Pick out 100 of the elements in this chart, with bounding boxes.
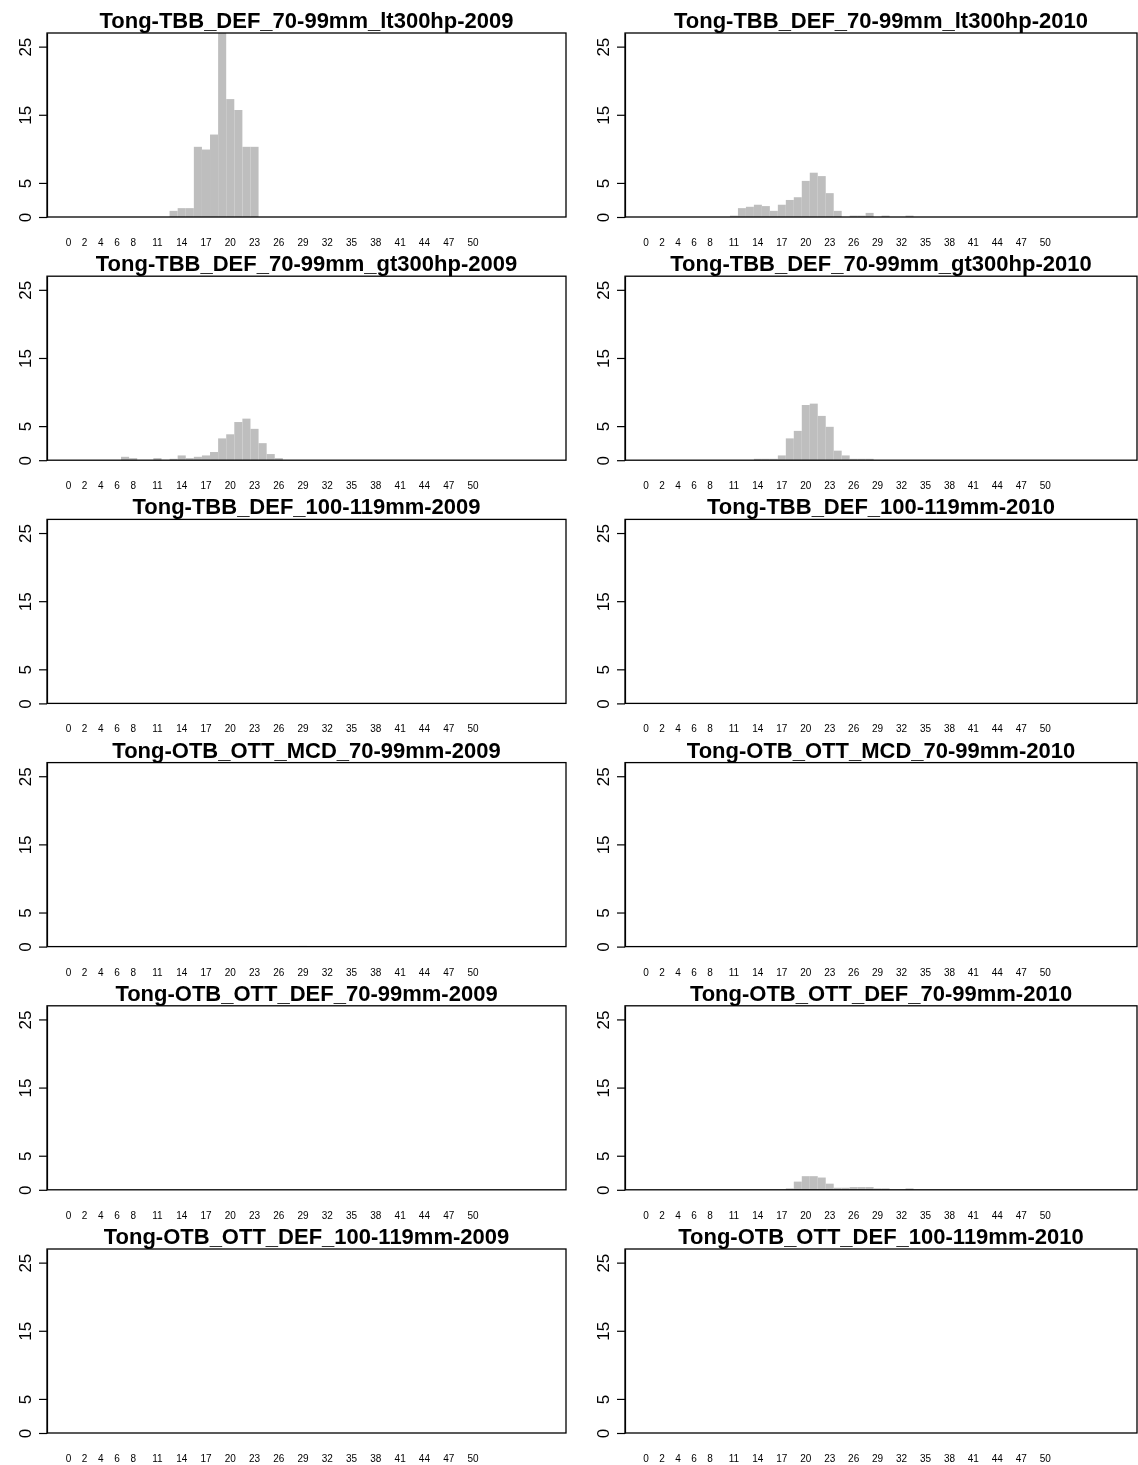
x-tick-label: 23 (824, 237, 836, 248)
x-tick-label: 6 (114, 966, 121, 978)
x-tick-label: 47 (1015, 1453, 1028, 1464)
x-tick-label: 0 (643, 1453, 650, 1464)
x-tick-label: 6 (691, 480, 698, 492)
x-tick-label: 14 (752, 1209, 764, 1221)
x-tick-label: 14 (752, 237, 764, 248)
y-tick-label: 25 (594, 767, 614, 787)
y-tick-label: 15 (16, 835, 36, 855)
x-tick-label: 29 (872, 966, 884, 978)
x-tick-label: 23 (824, 1453, 836, 1464)
x-tick-label: 11 (728, 237, 740, 248)
x-tick-label: 41 (394, 1209, 407, 1221)
x-tick-label: 47 (1015, 723, 1028, 735)
x-tick-label: 47 (443, 723, 455, 735)
y-tick-label: 25 (594, 280, 614, 300)
x-tick-label: 47 (443, 237, 455, 248)
x-tick-label: 0 (65, 966, 72, 978)
x-tick-label: 26 (848, 966, 860, 978)
x-tick-label: 14 (176, 480, 188, 492)
x-tick-label: 17 (200, 1453, 212, 1464)
y-tick-label: 25 (16, 1010, 36, 1030)
x-tick-label: 50 (467, 1209, 479, 1221)
y-tick-label: 25 (16, 280, 36, 300)
y-tick-label: 15 (16, 1321, 36, 1341)
x-tick-label: 17 (200, 966, 212, 978)
y-tick-label: 15 (16, 349, 36, 368)
x-tick-label: 0 (643, 723, 650, 735)
x-tick-label: 6 (691, 1209, 698, 1221)
x-tick-label: 32 (321, 480, 334, 492)
y-tick-label: 5 (16, 1151, 36, 1161)
x-tick-label: 35 (346, 1209, 358, 1221)
x-tick-label: 20 (800, 966, 812, 978)
x-tick-label: 11 (728, 1453, 740, 1464)
x-tick-label: 20 (224, 237, 237, 248)
x-tick-label: 6 (691, 966, 698, 978)
y-tick-label: 25 (594, 37, 614, 57)
x-tick-label: 29 (872, 480, 884, 492)
x-tick-label: 41 (967, 1453, 980, 1464)
x-tick-label: 47 (1015, 480, 1028, 492)
x-tick-label: 50 (1039, 1209, 1052, 1221)
x-tick-label: 17 (200, 237, 212, 248)
x-tick-label: 41 (394, 723, 407, 735)
x-tick-label: 11 (728, 723, 740, 735)
x-tick-label: 26 (848, 1453, 860, 1464)
x-tick-label: 23 (824, 480, 836, 492)
y-tick-label: 0 (16, 699, 36, 709)
chart-title: Tong-TBB_DEF_100-119mm-2010 (706, 494, 1056, 520)
x-tick-label: 8 (707, 966, 714, 978)
y-tick-label: 0 (594, 699, 614, 709)
x-tick-label: 14 (176, 1209, 188, 1221)
y-tick-label: 0 (16, 455, 36, 466)
x-tick-label: 8 (707, 1209, 714, 1221)
x-tick-label: 44 (991, 237, 1004, 248)
x-tick-label: 23 (248, 1453, 261, 1464)
x-tick-label: 14 (176, 237, 188, 248)
x-tick-label: 2 (81, 966, 88, 978)
x-tick-label: 6 (114, 723, 121, 735)
x-tick-label: 26 (848, 723, 860, 735)
x-tick-label: 6 (691, 723, 698, 735)
x-tick-label: 2 (659, 966, 666, 978)
y-tick-label: 25 (16, 767, 36, 787)
y-tick-label: 25 (594, 1010, 614, 1030)
x-tick-label: 23 (248, 237, 261, 248)
y-tick-label: 5 (16, 665, 36, 675)
x-tick-label: 50 (1039, 480, 1052, 492)
x-tick-label: 17 (776, 723, 788, 735)
chart-title: Tong-TBB_DEF_70-99mm_lt300hp-2010 (673, 8, 1089, 33)
x-tick-label: 29 (297, 1209, 310, 1221)
x-tick-label: 4 (675, 1209, 682, 1221)
x-tick-label: 26 (273, 1209, 285, 1221)
x-tick-label: 35 (919, 480, 932, 492)
x-tick-label: 38 (943, 480, 956, 492)
y-tick-label: 5 (594, 665, 614, 675)
x-tick-label: 23 (248, 480, 261, 492)
x-tick-label: 4 (675, 480, 682, 492)
x-tick-label: 26 (273, 1453, 285, 1464)
chart-title: Tong-OTB_OTT_MCD_70-99mm-2010 (686, 737, 1076, 763)
x-tick-label: 32 (895, 480, 908, 492)
x-tick-label: 17 (776, 1209, 788, 1221)
x-tick-label: 11 (152, 480, 164, 492)
chart-title: Tong-OTB_OTT_DEF_100-119mm-2009 (103, 1224, 510, 1249)
x-tick-label: 2 (659, 1453, 666, 1464)
x-tick-label: 23 (824, 723, 836, 735)
x-tick-label: 26 (273, 480, 285, 492)
x-tick-label: 38 (370, 237, 382, 248)
x-tick-label: 47 (1015, 237, 1028, 248)
x-tick-label: 35 (919, 1209, 932, 1221)
y-tick-label: 0 (16, 1185, 36, 1196)
x-tick-label: 2 (81, 723, 88, 735)
x-tick-label: 50 (467, 237, 479, 248)
x-tick-label: 4 (98, 1209, 105, 1221)
y-tick-label: 0 (594, 1428, 614, 1439)
y-tick-label: 0 (594, 212, 614, 223)
x-tick-label: 8 (130, 1453, 137, 1464)
y-tick-label: 5 (594, 1151, 614, 1161)
x-tick-label: 41 (967, 237, 980, 248)
x-tick-label: 35 (346, 237, 358, 248)
x-tick-label: 6 (114, 1453, 121, 1464)
x-tick-label: 38 (370, 723, 382, 735)
